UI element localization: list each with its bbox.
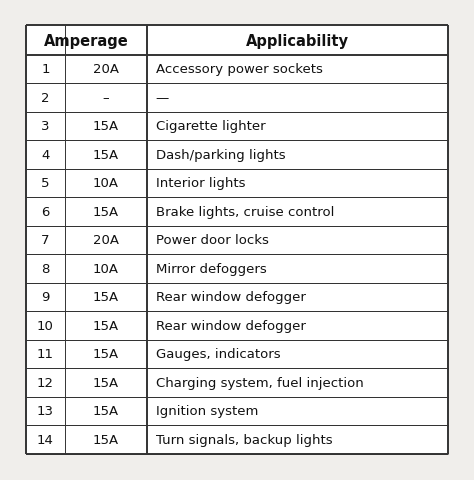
Bar — [26, 226, 448, 254]
Text: Ignition system: Ignition system — [155, 405, 258, 418]
Text: 9: 9 — [41, 291, 50, 304]
Bar — [26, 112, 448, 141]
Text: Brake lights, cruise control: Brake lights, cruise control — [155, 205, 334, 218]
Text: Charging system, fuel injection: Charging system, fuel injection — [155, 376, 364, 389]
Text: Dash/parking lights: Dash/parking lights — [155, 148, 285, 161]
Bar — [26, 56, 448, 84]
Bar — [26, 198, 448, 226]
Text: 10: 10 — [37, 319, 54, 332]
Text: Rear window defogger: Rear window defogger — [155, 319, 306, 332]
Bar — [26, 397, 448, 425]
Text: Rear window defogger: Rear window defogger — [155, 291, 306, 304]
Text: Gauges, indicators: Gauges, indicators — [155, 348, 280, 360]
Text: 8: 8 — [41, 262, 50, 275]
Bar — [26, 425, 448, 454]
Text: 15A: 15A — [93, 291, 119, 304]
Text: 15A: 15A — [93, 319, 119, 332]
Bar — [26, 312, 448, 340]
Text: Accessory power sockets: Accessory power sockets — [155, 63, 322, 76]
Text: 1: 1 — [41, 63, 50, 76]
Text: Power door locks: Power door locks — [155, 234, 269, 247]
Text: 12: 12 — [37, 376, 54, 389]
Text: 2: 2 — [41, 92, 50, 105]
Text: 10A: 10A — [93, 262, 119, 275]
Text: 6: 6 — [41, 205, 50, 218]
Text: Mirror defoggers: Mirror defoggers — [155, 262, 266, 275]
Text: Turn signals, backup lights: Turn signals, backup lights — [155, 433, 332, 446]
Bar — [26, 283, 448, 312]
Text: 5: 5 — [41, 177, 50, 190]
Text: 15A: 15A — [93, 120, 119, 133]
Text: 14: 14 — [37, 433, 54, 446]
Text: 7: 7 — [41, 234, 50, 247]
Text: Applicability: Applicability — [246, 34, 349, 48]
Text: —: — — [155, 92, 169, 105]
Text: 15A: 15A — [93, 148, 119, 161]
Text: 10A: 10A — [93, 177, 119, 190]
Text: 15A: 15A — [93, 205, 119, 218]
Text: 11: 11 — [37, 348, 54, 360]
Bar — [26, 84, 448, 112]
Text: 15A: 15A — [93, 348, 119, 360]
Text: 15A: 15A — [93, 376, 119, 389]
Text: 4: 4 — [41, 148, 50, 161]
Text: –: – — [103, 92, 109, 105]
Text: 3: 3 — [41, 120, 50, 133]
Bar — [26, 169, 448, 198]
Bar — [26, 254, 448, 283]
Bar — [26, 368, 448, 397]
Text: Amperage: Amperage — [44, 34, 129, 48]
Text: 13: 13 — [37, 405, 54, 418]
Text: 20A: 20A — [93, 63, 119, 76]
Text: 20A: 20A — [93, 234, 119, 247]
Bar — [26, 340, 448, 368]
Bar — [26, 141, 448, 169]
Text: 15A: 15A — [93, 433, 119, 446]
Text: Interior lights: Interior lights — [155, 177, 245, 190]
Bar — [26, 26, 448, 56]
Text: 15A: 15A — [93, 405, 119, 418]
Text: Cigarette lighter: Cigarette lighter — [155, 120, 265, 133]
